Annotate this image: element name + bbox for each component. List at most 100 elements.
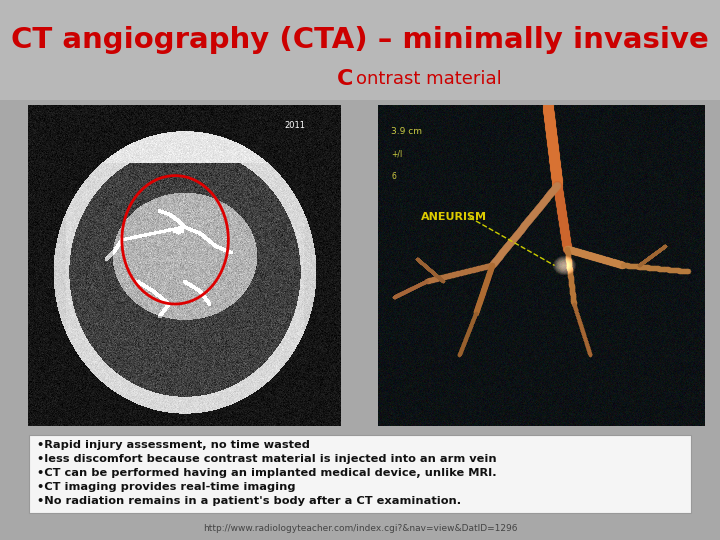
Bar [0, 45, 720, 46]
Bar [0, 91, 720, 92]
Bar [0, 36, 720, 37]
Bar [0, 61, 720, 62]
Bar [0, 19, 720, 20]
Text: •No radiation remains in a patient's body after a CT examination.: •No radiation remains in a patient's bod… [37, 496, 461, 507]
Bar [0, 2, 720, 3]
Bar [0, 67, 720, 68]
Bar [0, 77, 720, 78]
Bar [0, 73, 720, 74]
Bar [0, 92, 720, 93]
Bar [0, 31, 720, 32]
Bar [0, 72, 720, 73]
Bar [0, 43, 720, 44]
Bar [0, 35, 720, 36]
Text: http://www.radiologyteacher.com/index.cgi?&nav=view&DatID=1296: http://www.radiologyteacher.com/index.cg… [203, 524, 517, 533]
Bar [0, 48, 720, 49]
Bar [0, 79, 720, 80]
Bar [0, 66, 720, 67]
Bar [0, 51, 720, 52]
Text: 3.9 cm: 3.9 cm [391, 127, 422, 137]
Bar [0, 76, 720, 77]
Bar [0, 93, 720, 94]
Bar [0, 3, 720, 4]
Bar [0, 57, 720, 58]
Bar [0, 87, 720, 88]
Bar [0, 29, 720, 30]
Bar [0, 18, 720, 19]
Text: •Rapid injury assessment, no time wasted: •Rapid injury assessment, no time wasted [37, 440, 310, 450]
Bar [0, 85, 720, 86]
Bar [0, 84, 720, 85]
Bar [0, 82, 720, 83]
Bar [0, 41, 720, 42]
Bar [0, 95, 720, 96]
Bar [0, 78, 720, 79]
Bar [0, 81, 720, 82]
Bar [0, 16, 720, 17]
Bar [0, 1, 720, 2]
Bar [0, 7, 720, 8]
Bar [0, 53, 720, 54]
Bar [0, 23, 720, 24]
Bar [0, 17, 720, 18]
Text: 2011: 2011 [284, 121, 306, 130]
Bar [0, 56, 720, 57]
Bar [0, 49, 720, 50]
Text: 6: 6 [391, 172, 396, 181]
Bar [0, 69, 720, 70]
Bar [0, 0, 720, 1]
Bar [0, 75, 720, 76]
Text: •less discomfort because contrast material is injected into an arm vein: •less discomfort because contrast materi… [37, 454, 496, 464]
Bar [0, 44, 720, 45]
Text: C: C [336, 69, 353, 90]
Bar [0, 74, 720, 75]
Bar [0, 68, 720, 69]
Bar [0, 28, 720, 29]
Text: •CT can be performed having an implanted medical device, unlike MRI.: •CT can be performed having an implanted… [37, 468, 496, 478]
Bar [0, 70, 720, 71]
Bar [0, 60, 720, 61]
Bar [0, 4, 720, 5]
Bar [0, 86, 720, 87]
Bar [0, 26, 720, 27]
Bar [0, 14, 720, 15]
Bar [0, 63, 720, 64]
Bar [0, 96, 720, 97]
Bar [0, 6, 720, 7]
Bar [0, 9, 720, 10]
Text: ontrast material: ontrast material [356, 70, 502, 89]
Bar [0, 90, 720, 91]
Bar [0, 65, 720, 66]
Bar [0, 27, 720, 28]
Bar [0, 33, 720, 34]
Bar [0, 55, 720, 56]
Bar [0, 47, 720, 48]
Bar [0, 42, 720, 43]
Text: +/I: +/I [391, 150, 402, 159]
Bar [0, 32, 720, 33]
Bar [0, 25, 720, 26]
Bar [0, 59, 720, 60]
Text: •CT imaging provides real-time imaging: •CT imaging provides real-time imaging [37, 482, 295, 492]
Bar [0, 39, 720, 40]
Bar [0, 89, 720, 90]
Bar [0, 34, 720, 35]
Bar [0, 13, 720, 14]
Bar [0, 54, 720, 55]
Bar [0, 80, 720, 81]
Bar [0, 46, 720, 47]
Bar [0, 38, 720, 39]
Bar [0, 98, 720, 99]
Bar [29, 435, 691, 513]
Bar [0, 24, 720, 25]
Text: CT angiography (CTA) – minimally invasive: CT angiography (CTA) – minimally invasiv… [11, 26, 709, 55]
Bar [0, 50, 720, 51]
Bar [0, 71, 720, 72]
Bar [0, 10, 720, 11]
Text: ANEURISM: ANEURISM [420, 212, 487, 222]
Bar [0, 22, 720, 23]
Bar [0, 37, 720, 38]
Bar [0, 8, 720, 9]
Bar [0, 21, 720, 22]
Bar [0, 12, 720, 13]
